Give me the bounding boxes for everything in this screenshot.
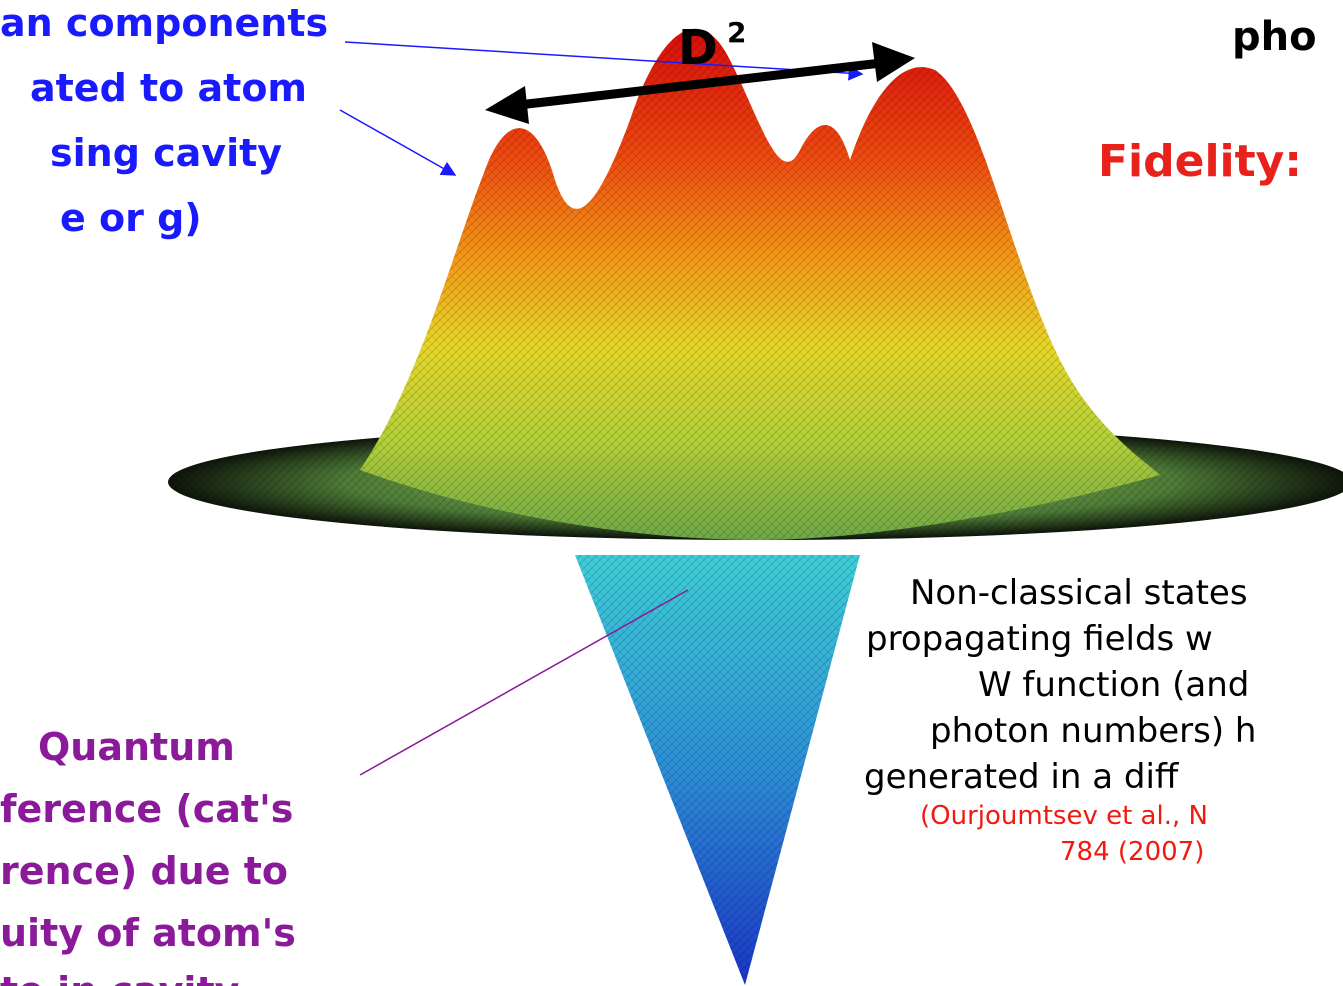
atom-note: an components ated to atom sing cavity e… xyxy=(0,1,328,240)
interference-note: Quantum ference (cat's rence) due to uit… xyxy=(0,725,296,986)
note-line: an components xyxy=(0,1,328,45)
note-line: Non-classical states xyxy=(910,573,1248,613)
note-line: e or g) xyxy=(60,196,202,240)
distance-symbol: D xyxy=(678,20,718,76)
note-line: propagating fields w xyxy=(866,619,1213,659)
distance-exponent: 2 xyxy=(727,16,746,49)
reference-line: (Ourjoumtsev et al., N xyxy=(920,801,1208,831)
note-line: W function (and xyxy=(978,665,1249,705)
note-line: generated in a diff xyxy=(864,757,1180,797)
note-line: sing cavity xyxy=(50,131,282,175)
note-line: Quantum xyxy=(38,725,235,769)
note-line: ference (cat's xyxy=(0,787,293,831)
nonclassical-note: Non-classical states propagating fields … xyxy=(864,573,1256,867)
note-line: rence) due to xyxy=(0,849,288,893)
photon-heading: pho xyxy=(1232,14,1317,60)
note-line: ated to atom xyxy=(30,66,307,110)
arrows xyxy=(339,41,915,776)
note-line: photon numbers) h xyxy=(930,711,1256,751)
reference-line: 784 (2007) xyxy=(1060,837,1204,867)
wigner-surface xyxy=(168,28,1343,985)
note-line: te in cavity xyxy=(0,969,240,986)
fidelity-label: Fidelity: xyxy=(1098,136,1302,187)
note-line: uity of atom's xyxy=(0,911,296,955)
